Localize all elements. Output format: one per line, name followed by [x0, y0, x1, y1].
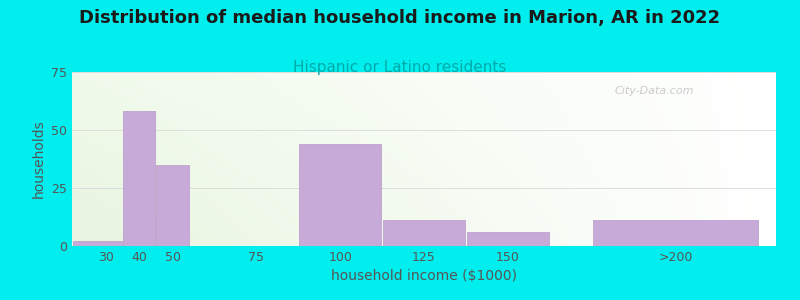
Text: Distribution of median household income in Marion, AR in 2022: Distribution of median household income …	[79, 9, 721, 27]
Bar	[383, 220, 465, 246]
Text: Hispanic or Latino residents: Hispanic or Latino residents	[294, 60, 506, 75]
Bar	[466, 232, 549, 246]
Bar	[73, 242, 122, 246]
Y-axis label: households: households	[31, 120, 46, 198]
X-axis label: household income ($1000): household income ($1000)	[331, 269, 517, 284]
Bar	[156, 165, 189, 246]
Bar	[122, 111, 155, 246]
Bar	[299, 144, 382, 246]
Text: City-Data.com: City-Data.com	[614, 86, 694, 96]
Bar	[594, 220, 758, 246]
